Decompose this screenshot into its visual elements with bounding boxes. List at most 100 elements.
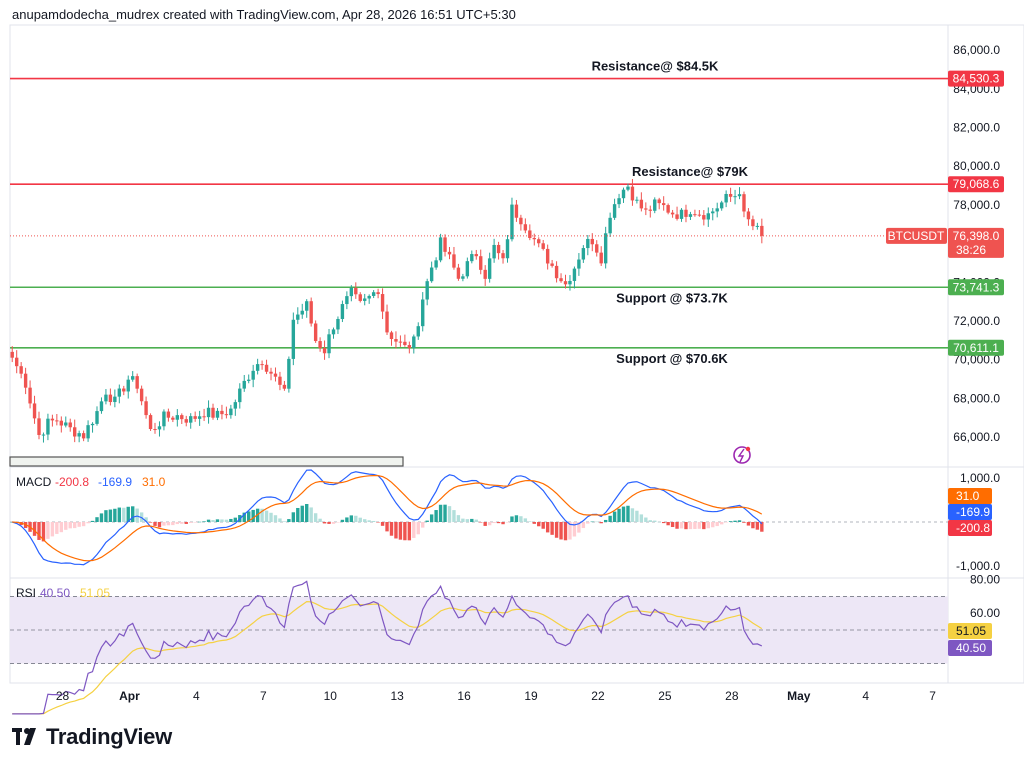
candle [554,265,559,279]
candle [269,371,273,374]
rsi-legend-value: 51.05 [80,586,110,600]
candle [394,339,398,342]
support-price-tag [948,339,1004,356]
macd-histogram-bar [470,518,474,522]
macd-histogram-bar [99,513,104,522]
macd-histogram-bar [206,519,211,522]
candle [41,434,46,436]
candle [590,238,594,245]
price-tick-label: 70,000.0 [953,353,1000,367]
macd-histogram-bar [644,517,648,522]
candle [751,219,755,227]
macd-value-tag-text: -169.9 [956,505,990,519]
macd-histogram-bar [617,508,621,522]
rsi-tick-label: 80.00 [970,573,1000,587]
macd-histogram-bar [367,520,371,522]
candle [50,418,55,421]
candle [626,186,630,190]
candle [349,287,354,297]
candle [10,351,14,358]
candle [447,251,452,255]
candle [202,416,206,418]
candle [28,387,32,404]
candle [443,237,447,252]
macd-histogram-bar [50,522,55,537]
macd-histogram-bar [104,510,108,522]
candle [264,364,269,372]
macd-histogram-bar [331,522,336,524]
candle [425,281,429,300]
support-price-tag [948,279,1004,296]
candle [581,248,586,260]
candle [55,420,59,422]
candle [108,394,113,403]
candle [492,244,496,259]
rsi-value-tag-text: 40.50 [956,641,986,655]
macd-histogram-bar [376,522,380,523]
candle [59,420,64,426]
macd-histogram-bar [702,522,706,530]
macd-histogram-bar [719,522,724,525]
macd-histogram-bar [313,513,318,522]
candle [90,423,95,426]
time-tick-label: May [787,689,811,703]
tradingview-brand[interactable]: TradingView [12,724,172,750]
candle [122,388,126,392]
macd-histogram-bar [247,511,251,522]
macd-histogram-bar [635,510,639,522]
time-tick-label: 28 [56,689,70,703]
macd-histogram-bar [273,515,278,522]
macd-histogram-bar [122,507,126,522]
candle [412,336,416,349]
price-tick-label: 72,000.0 [953,314,1000,328]
macd-histogram-bar [371,520,376,522]
candle [193,416,197,419]
macd-value-tag [948,488,992,504]
macd-histogram-bar [510,516,514,522]
price-tick-label: 68,000.0 [953,391,1000,405]
candle [46,418,50,435]
candle [197,416,202,419]
macd-value-tag-text: -200.8 [956,521,990,535]
macd-histogram-bar [162,522,166,526]
macd-histogram-bar [639,514,644,522]
macd-histogram-bar [746,522,751,526]
candle [501,253,505,259]
macd-histogram-bar [706,522,710,529]
candle [345,296,349,305]
macd-legend-value: -200.8 [55,475,89,489]
macd-histogram-bar [487,522,492,526]
macd-histogram-bar [318,518,322,522]
resistance-price-tag-text: 84,530.3 [953,72,1000,86]
macd-histogram-bar [86,522,90,524]
event-dot [745,446,751,452]
macd-histogram-bar [724,522,728,523]
symbol-tag-text: BTCUSDT [888,229,945,243]
candle [666,205,670,213]
candle [238,388,242,403]
macd-histogram-bar [175,522,180,525]
macd-histogram-bar [215,519,220,522]
candle [389,332,394,340]
macd-histogram-bar [309,507,313,522]
macd-histogram-bar [255,508,260,522]
macd-histogram-bar [380,522,385,526]
candle [563,281,568,285]
macd-histogram-bar [291,512,296,522]
macd-histogram-bar [224,519,229,522]
macd-histogram-bar [233,517,238,522]
candle [171,417,175,420]
candle [550,263,554,266]
macd-histogram-bar [135,508,139,522]
macd-histogram-bar [474,519,478,522]
macd-histogram-bar [595,521,599,523]
macd-histogram-bar [532,522,536,524]
macd-signal-line [12,475,763,562]
macd-histogram-bar [608,515,612,522]
candle [403,341,407,346]
macd-histogram-bar [496,522,501,524]
macd-histogram-bar [653,520,657,522]
candle [313,323,318,342]
price-tick-label: 78,000.0 [953,198,1000,212]
